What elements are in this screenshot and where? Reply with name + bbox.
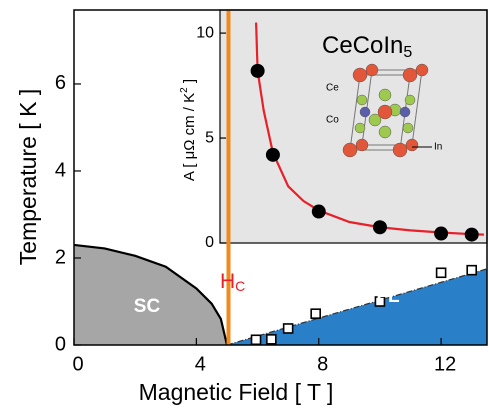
data-point [373, 220, 387, 234]
crystal-atom [416, 64, 428, 76]
data-point [434, 227, 448, 241]
data-point [251, 64, 265, 78]
crystal-label: In [434, 142, 442, 153]
crystal-label: Ce [326, 83, 339, 94]
data-point [284, 324, 293, 333]
x-tick-label: 4 [195, 353, 206, 375]
region-label: FL [376, 286, 400, 307]
hc-text: H [220, 270, 235, 293]
y-tick-label: 0 [55, 333, 66, 355]
data-point [252, 335, 261, 344]
y-tick-label: 0 [205, 234, 214, 251]
crystal-atom [366, 64, 378, 76]
title-subscript: 5 [403, 44, 412, 61]
crystal-atom [378, 105, 392, 119]
x-tick-label: 0 [72, 353, 83, 375]
crystal-atom [405, 95, 415, 105]
crystal-label: Co [326, 115, 339, 126]
crystal-atom [400, 107, 410, 117]
chart: 0 4 8 12 0 2 4 6 Magnetic Field [ T ] Temperature… [0, 0, 489, 408]
y-tick-label: 2 [55, 246, 66, 268]
inset-title: CeCoIn5 [322, 32, 412, 61]
x-axis-label: Magnetic Field [ T ] [139, 379, 334, 405]
crystal-atom [403, 123, 413, 133]
label-text: A [ μΩ cm / K [181, 93, 198, 181]
crystal-atom [343, 143, 357, 157]
data-point [267, 335, 276, 344]
hc-subscript: C [235, 278, 245, 294]
y-axis-label: Temperature [ K ] [15, 89, 41, 265]
data-point [312, 205, 326, 219]
crystal-atom [360, 107, 370, 117]
y-axis-label: A [ μΩ cm / K2 ] [179, 79, 198, 181]
title-text: CeCoIn [322, 32, 403, 59]
crystal-atom [379, 126, 391, 138]
crystal-atom [355, 123, 365, 133]
data-point [311, 309, 320, 318]
crystal-atom [379, 89, 391, 101]
data-point [467, 266, 476, 275]
hc-label: HC [220, 270, 245, 294]
region-label: SC [134, 296, 161, 317]
data-point [437, 268, 446, 277]
y-tick-label: 5 [205, 129, 214, 146]
crystal-atom [357, 95, 367, 105]
y-tick-label: 4 [55, 159, 66, 181]
data-point [465, 228, 479, 242]
crystal-atom [403, 68, 417, 82]
crystal-atom [393, 143, 407, 157]
x-tick-label: 8 [317, 353, 328, 375]
y-tick-label: 10 [196, 24, 214, 41]
crystal-atom [353, 68, 367, 82]
x-tick-label: 12 [434, 353, 456, 375]
label-text: ] [181, 79, 198, 87]
y-tick-label: 6 [55, 72, 66, 94]
crystal-atom [356, 139, 368, 151]
data-point [266, 148, 280, 162]
crystal-atom [406, 139, 418, 151]
